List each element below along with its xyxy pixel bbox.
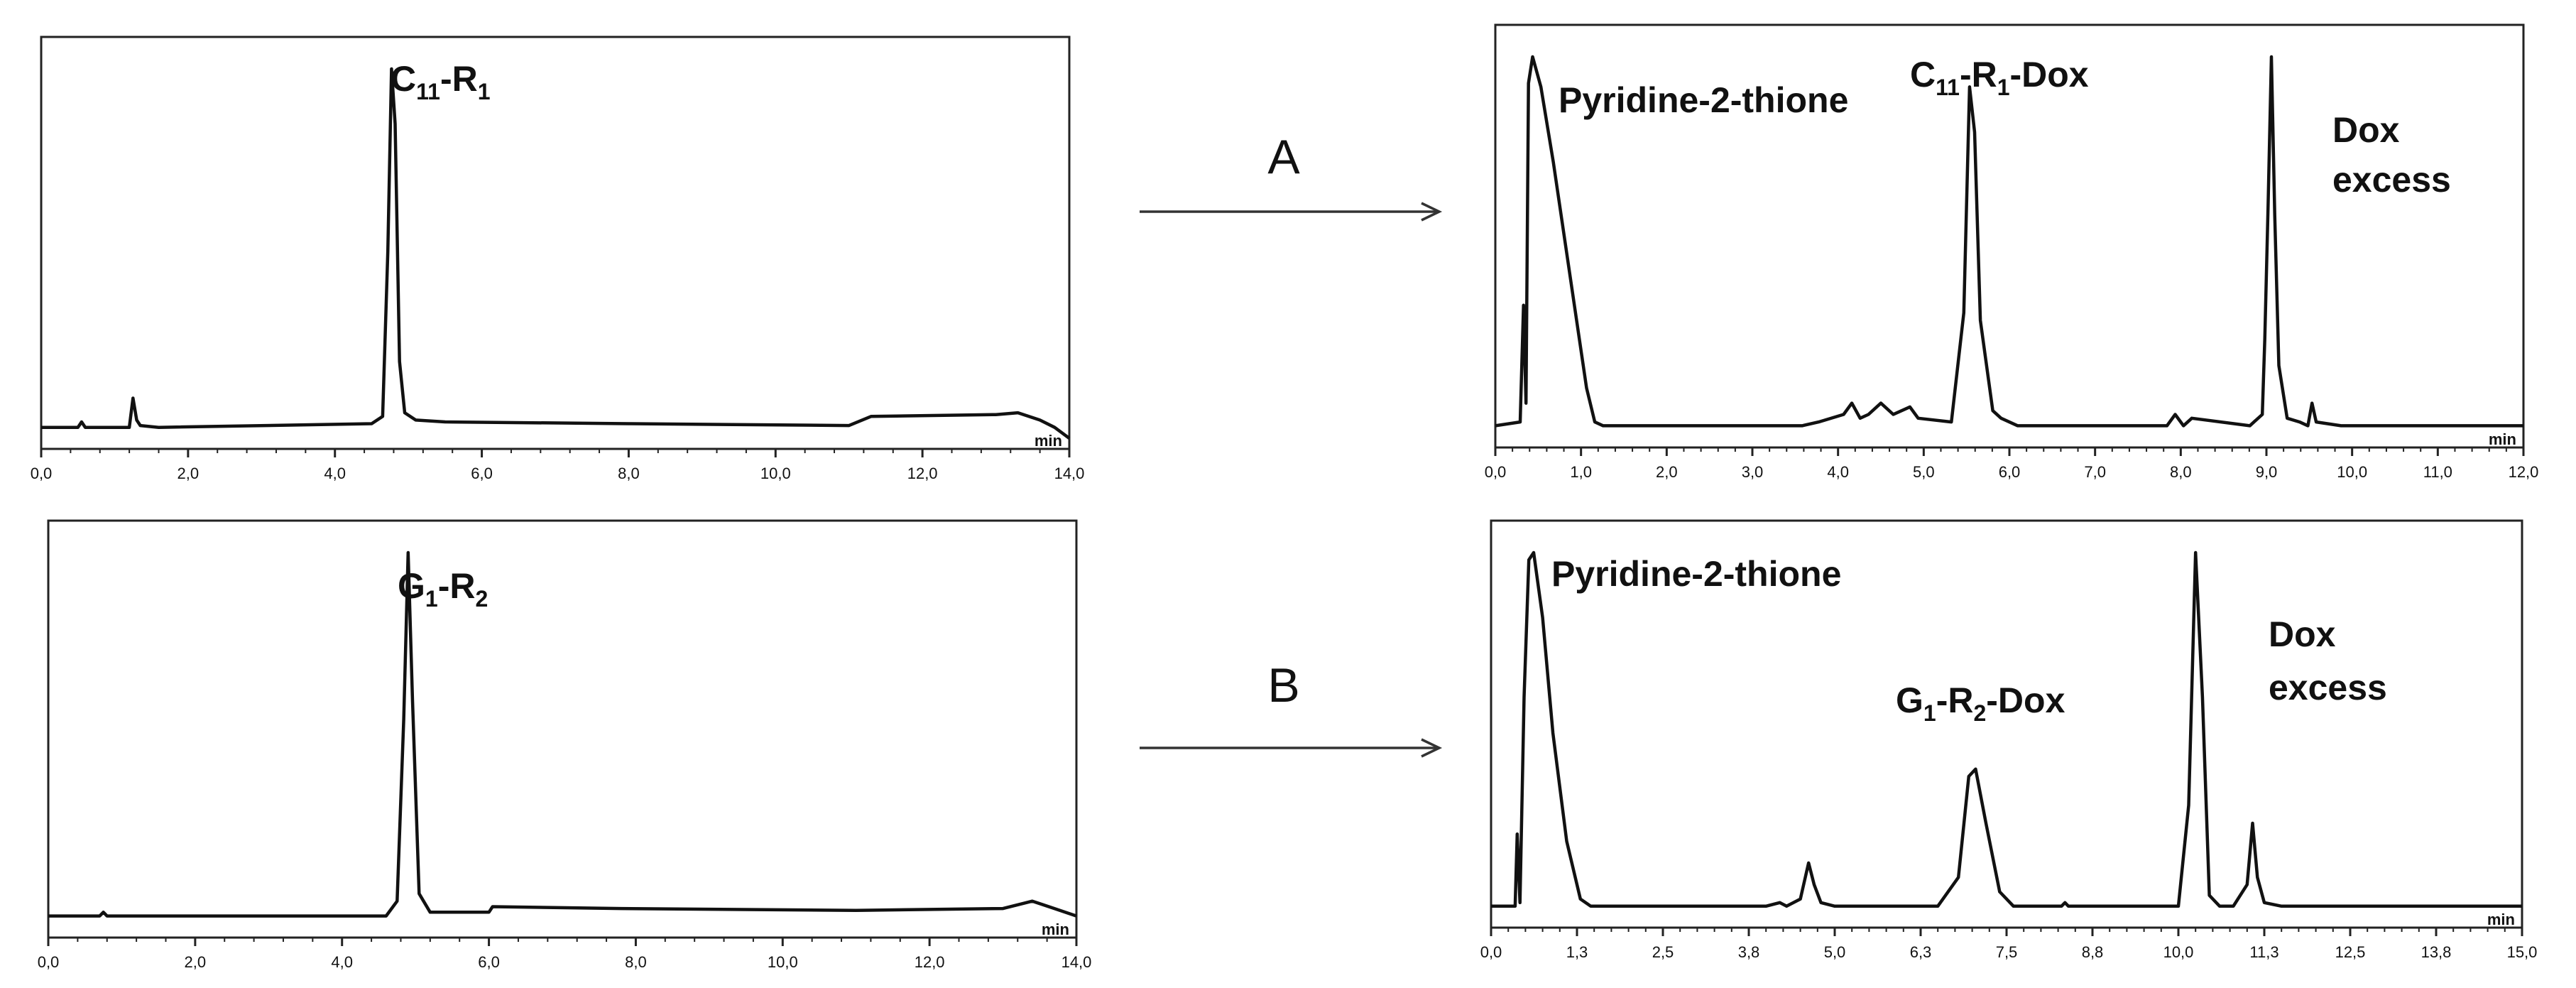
x-tick-label: 0,0 [1485, 463, 1507, 481]
peak-label: excess [2332, 160, 2451, 200]
peak-label-text: C [391, 59, 416, 99]
x-tick-label: 7,5 [1996, 943, 2018, 961]
chromatogram-trace [1495, 55, 2523, 428]
x-tick-label: 5,0 [1913, 463, 1935, 481]
x-tick-label: 8,0 [2170, 463, 2192, 481]
x-tick-label: 15,0 [2507, 943, 2538, 961]
chart-bottom-left: 0,0 2,0 4,0 6,0 8,0 10,0 12,0 14,0 min G1-R2 [38, 519, 1092, 971]
x-tick-label: 12,0 [2509, 463, 2539, 481]
x-tick-label: 12,5 [2335, 943, 2366, 961]
x-tick-label: 14,0 [1054, 465, 1085, 482]
x-axis-unit: min [1042, 921, 1069, 938]
peak-label: Pyridine-2-thione [1551, 554, 1841, 594]
x-tick-label: 4,0 [331, 953, 353, 971]
x-tick-label: 0,0 [31, 465, 53, 482]
peak-label-subscript: 1 [425, 586, 438, 612]
x-tick-label: 0,0 [38, 953, 60, 971]
x-tick-label: 3,8 [1738, 943, 1760, 961]
x-tick-label: 10,0 [2163, 943, 2194, 961]
chart-top-left: 0,0 2,0 4,0 6,0 8,0 10,0 12,0 14,0 min C11-R1 [31, 36, 1085, 482]
x-tick-label: 14,0 [1061, 953, 1092, 971]
peak-label-subscript: 2 [1973, 700, 1986, 726]
x-tick-label: 1,3 [1566, 943, 1588, 961]
chromatogram-trace [48, 550, 1077, 918]
arrow-label-a: A [1267, 130, 1300, 184]
peak-label-text: -Dox [1986, 680, 2065, 720]
peak-label-subscript: 2 [475, 586, 488, 612]
x-tick-label: 10,0 [768, 953, 798, 971]
peak-label-text: excess [2269, 668, 2387, 707]
x-axis-unit: min [1035, 432, 1062, 450]
x-tick-label: 6,0 [1999, 463, 2021, 481]
plot-frame [47, 519, 1078, 939]
reaction-arrow-b: B [1140, 658, 1443, 758]
peak-label: Dox [2269, 614, 2336, 654]
peak-label-text: -R [1960, 55, 1997, 94]
reaction-arrow-a: A [1140, 130, 1443, 222]
x-tick-label: 6,0 [478, 953, 500, 971]
chromatogram-trace [1491, 550, 2522, 908]
x-tick-label: 8,0 [625, 953, 647, 971]
arrow-label-b: B [1267, 658, 1299, 712]
peak-label-text: -Dox [2010, 55, 2089, 94]
x-tick-label: 1,0 [1570, 463, 1592, 481]
peak-label: G1-R2 [398, 566, 488, 612]
x-tick-label: 4,0 [1827, 463, 1849, 481]
plot-frame [40, 36, 1071, 450]
x-tick-label: 12,0 [915, 953, 945, 971]
x-tick-label: 8,0 [618, 465, 640, 482]
x-tick-label: 11,3 [2249, 943, 2278, 961]
peak-label-text: Pyridine-2-thione [1551, 554, 1841, 594]
x-tick-label: 10,0 [760, 465, 791, 482]
peak-label: Pyridine-2-thione [1559, 80, 1848, 120]
x-tick-label: 12,0 [907, 465, 938, 482]
peak-label-subscript: 1 [1923, 700, 1936, 726]
x-tick-label: 13,8 [2421, 943, 2452, 961]
x-tick-label: 6,0 [471, 465, 493, 482]
x-tick-label: 2,0 [178, 465, 200, 482]
x-axis-unit: min [2487, 911, 2515, 928]
peak-label-text: excess [2332, 160, 2451, 200]
peak-label: excess [2269, 668, 2387, 707]
peak-label-subscript: 11 [1936, 75, 1960, 100]
x-tick-label: 6,3 [1910, 943, 1932, 961]
x-tick-label: 10,0 [2337, 463, 2367, 481]
x-tick-label: 2,0 [1656, 463, 1678, 481]
peak-label-subscript: 1 [1997, 75, 2010, 100]
peak-label-text: -R [440, 59, 478, 99]
x-tick-label: 8,8 [2082, 943, 2104, 961]
x-tick-label: 9,0 [2256, 463, 2278, 481]
peak-label: G1-R2-Dox [1896, 680, 2065, 726]
x-tick-label: 7,0 [2084, 463, 2106, 481]
peak-label: C11-R1-Dox [1910, 55, 2089, 100]
x-axis-unit: min [2489, 430, 2516, 448]
x-tick-label: 4,0 [324, 465, 346, 482]
peak-label-text: C [1910, 55, 1936, 94]
peak-label-subscript: 11 [416, 79, 440, 104]
x-tick-label: 0,0 [1480, 943, 1502, 961]
chart-bottom-right: 0,0 1,3 2,5 3,8 5,0 6,3 7,5 8,8 10,0 11,3 12,5 13,8… [1480, 519, 2538, 961]
chromatogram-trace [41, 67, 1071, 440]
peak-label-text: Dox [2269, 614, 2336, 654]
peak-label-text: G [1896, 680, 1923, 720]
peak-label: C11-R1 [391, 59, 491, 104]
peak-label-text: -R [1936, 680, 1974, 720]
peak-label-text: Dox [2332, 110, 2400, 150]
peak-label-text: -R [438, 566, 476, 606]
x-tick-label: 2,0 [185, 953, 207, 971]
x-tick-label: 11,0 [2423, 463, 2452, 481]
x-tick-label: 3,0 [1742, 463, 1764, 481]
peak-label-text: G [398, 566, 425, 606]
peak-label-subscript: 1 [478, 79, 491, 104]
chart-top-right: 0,0 1,0 2,0 3,0 4,0 5,0 6,0 7,0 8,0 9,0 10,0 11,0 12… [1485, 23, 2539, 481]
x-tick-label: 5,0 [1824, 943, 1846, 961]
peak-label-text: Pyridine-2-thione [1559, 80, 1848, 120]
x-tick-label: 2,5 [1652, 943, 1674, 961]
peak-label: Dox [2332, 110, 2400, 150]
